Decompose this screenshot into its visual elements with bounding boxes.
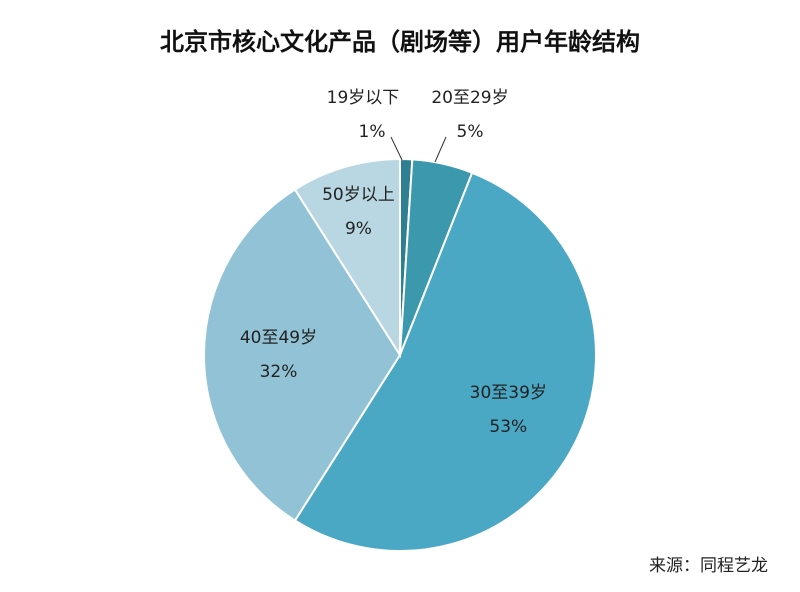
slice-label-5: 50岁以上 [322, 185, 395, 205]
pie-slice-3 [293, 171, 597, 552]
slice-value-4: 32% [260, 362, 298, 382]
source-note: 来源：同程艺龙 [649, 556, 768, 576]
slice-value-1: 1% [359, 122, 386, 142]
slice-label-3: 30至39岁 [470, 383, 547, 403]
slice-label-1: 19岁以下 [327, 88, 400, 108]
pie-slice-5 [293, 157, 401, 359]
slice-label-4: 40至49岁 [240, 328, 317, 348]
slice-label-2: 20至29岁 [431, 88, 508, 108]
chart-title: 北京市核心文化产品（剧场等）用户年龄结构 [160, 28, 640, 56]
slice-value-5: 9% [345, 219, 372, 239]
leader-line-1 [390, 136, 403, 161]
leader-line-2 [434, 136, 447, 163]
slice-value-2: 5% [457, 122, 484, 142]
pie-slice-4 [202, 188, 402, 522]
slice-value-3: 53% [489, 417, 527, 437]
